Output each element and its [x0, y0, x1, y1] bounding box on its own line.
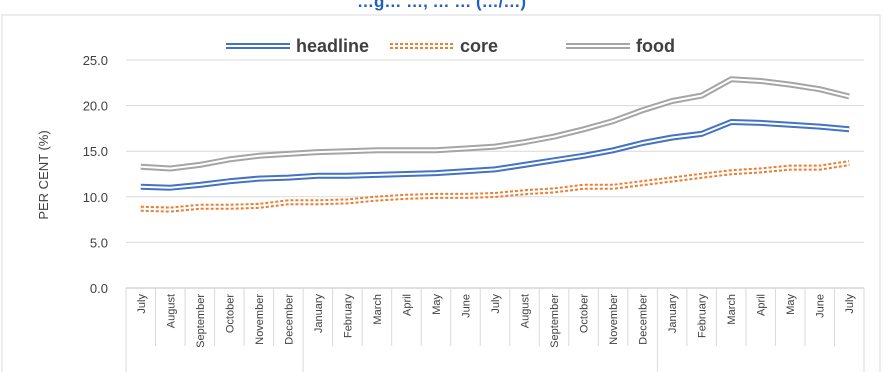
- x-tick-label: July: [844, 294, 856, 314]
- x-tick-label: March: [726, 294, 738, 325]
- x-tick-label: February: [342, 294, 354, 339]
- x-tick-label: January: [667, 294, 679, 334]
- x-tick-label: July: [490, 294, 502, 314]
- series-food: [140, 76, 850, 172]
- food-line-core: [140, 78, 850, 170]
- x-tick-label: December: [638, 294, 650, 345]
- x-tick-label: May: [431, 294, 443, 315]
- x-tick-label: April: [756, 294, 768, 316]
- x-tick-label: October: [224, 294, 236, 333]
- y-tick-label: 5.0: [90, 235, 108, 250]
- x-tick-label: November: [254, 294, 266, 345]
- y-tick-label: 15.0: [83, 144, 108, 159]
- y-tick-label: 20.0: [83, 99, 108, 114]
- chart-title: …g… …, … … (…/…): [356, 0, 527, 11]
- y-axis-label: PER CENT (%): [36, 130, 51, 219]
- legend-label-food: food: [636, 36, 675, 56]
- x-axis: July August September October November Decemb…: [125, 287, 865, 372]
- x-tick-label: March: [372, 294, 384, 325]
- y-axis-tick-labels: 0.0 5.0 10.0 15.0 20.0 25.0: [83, 53, 108, 296]
- y-tick-label: 25.0: [83, 53, 108, 68]
- series-core: [140, 160, 850, 213]
- series-headline: [140, 119, 850, 191]
- x-tick-label: February: [697, 294, 709, 339]
- x-tick-label: January: [313, 294, 325, 334]
- legend-label-core: core: [460, 36, 498, 56]
- x-tick-label: September: [195, 294, 207, 348]
- y-tick-label: 10.0: [83, 190, 108, 205]
- x-tick-label: October: [579, 294, 591, 333]
- grid-lines: [126, 59, 864, 243]
- x-tick-label: September: [549, 294, 561, 348]
- x-tick-label: November: [608, 294, 620, 345]
- x-tick-label: May: [785, 294, 797, 315]
- core-line-core: [140, 162, 850, 211]
- series-lines: [140, 76, 850, 213]
- x-tick-label: August: [520, 294, 532, 328]
- x-tick-label: June: [815, 294, 827, 318]
- x-tick-label: August: [165, 294, 177, 328]
- x-tick-label: April: [401, 294, 413, 316]
- x-tick-label: June: [460, 294, 472, 318]
- x-tick-label: December: [283, 294, 295, 345]
- headline-line-core: [140, 121, 850, 189]
- legend-label-headline: headline: [296, 36, 369, 56]
- legend: headline core food: [226, 36, 675, 56]
- x-tick-label: July: [136, 294, 148, 314]
- y-tick-label: 0.0: [90, 281, 108, 296]
